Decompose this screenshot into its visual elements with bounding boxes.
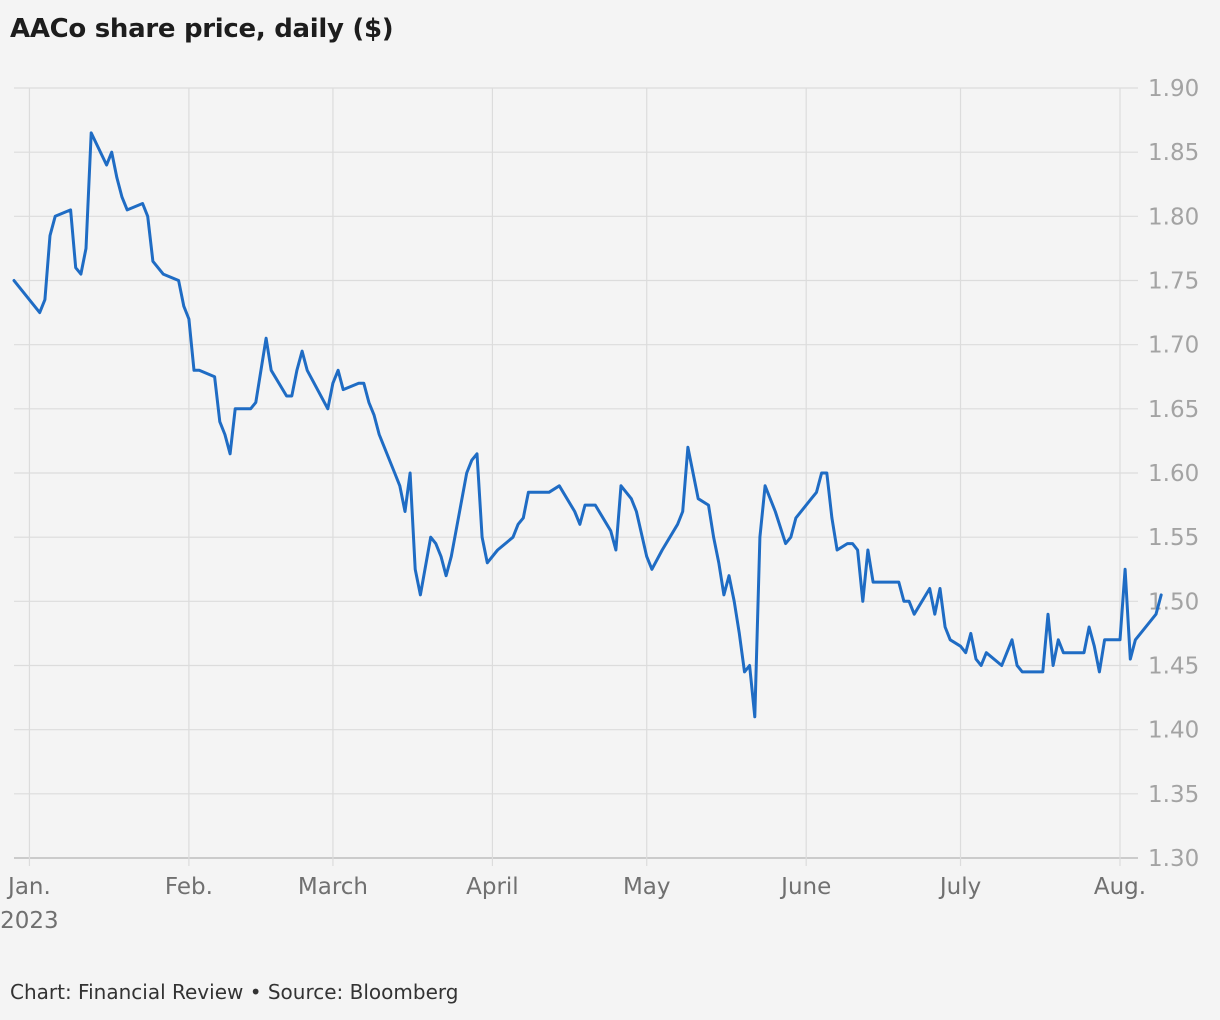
y-tick-label: 1.75: [1148, 269, 1199, 295]
y-tick-label: 1.45: [1148, 654, 1199, 680]
y-tick-label: 1.70: [1148, 333, 1199, 359]
series-layer: [12, 131, 1163, 719]
y-axis-ticks: 1.301.351.401.451.501.551.601.651.701.75…: [1148, 76, 1199, 872]
x-tick-label: Aug.: [1094, 874, 1146, 900]
x-tick-label: Feb.: [165, 874, 213, 900]
y-tick-label: 1.30: [1148, 846, 1199, 872]
y-tick-label: 1.90: [1148, 76, 1199, 102]
x-tick-label: April: [466, 874, 519, 900]
x-tick-label: May: [623, 874, 671, 900]
grid-lines: [14, 87, 1138, 866]
y-tick-label: 1.55: [1148, 525, 1199, 551]
x-tick-label: March: [298, 874, 368, 900]
y-tick-label: 1.35: [1148, 782, 1199, 808]
x-tick-label: July: [938, 874, 981, 900]
y-tick-label: 1.65: [1148, 397, 1199, 423]
line-chart: 1.301.351.401.451.501.551.601.651.701.75…: [0, 76, 1199, 934]
x-tick-label: Jan.: [6, 874, 51, 900]
y-tick-label: 1.40: [1148, 718, 1199, 744]
x-tick-label: June: [779, 874, 831, 900]
y-tick-label: 1.85: [1148, 140, 1199, 166]
price-series-line: [12, 131, 1163, 719]
chart-title: AACo share price, daily ($): [10, 14, 394, 44]
x-axis-ticks: Jan. 2023 Feb. March April May June July Aug.: [0, 874, 1146, 934]
y-tick-label: 1.80: [1148, 204, 1199, 230]
chart-footer: Chart: Financial Review • Source: Bloomb…: [10, 980, 459, 1004]
x-tick-sublabel: 2023: [0, 908, 59, 934]
y-tick-label: 1.60: [1148, 461, 1199, 487]
